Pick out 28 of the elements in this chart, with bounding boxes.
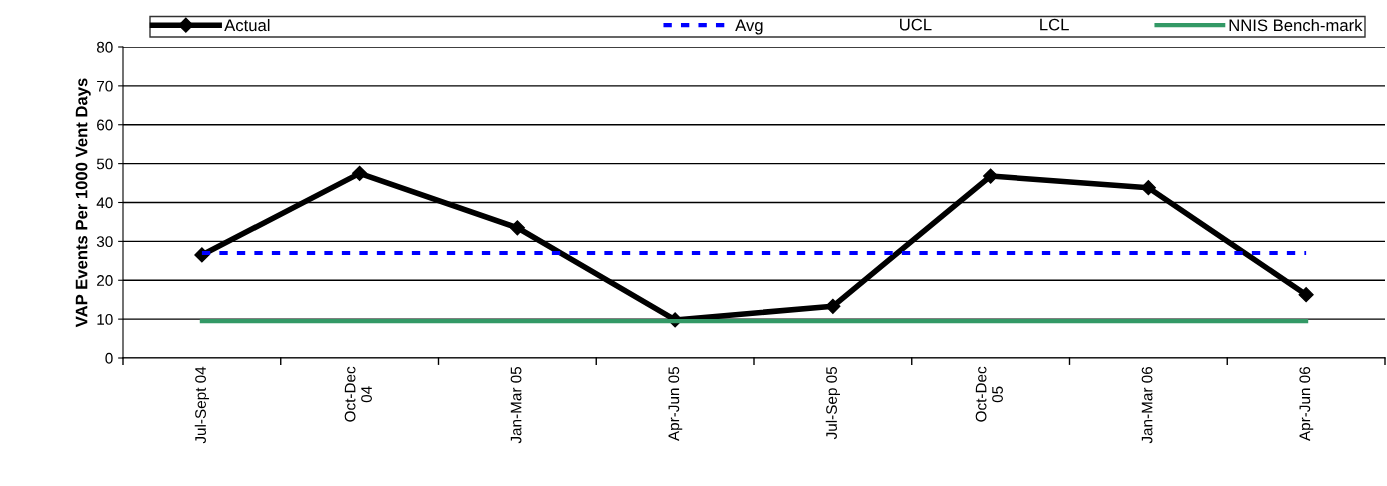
legend-label: Actual <box>224 18 270 32</box>
y-tick-label: 30 <box>96 236 113 248</box>
y-tick-label: 80 <box>96 41 113 53</box>
y-tick-label: 40 <box>96 197 113 209</box>
legend-label: NNIS Bench-mark <box>1229 18 1363 32</box>
text: LCL <box>1040 18 1069 31</box>
y-tick-label: 10 <box>97 313 113 325</box>
y-tick-label: 60 <box>97 119 113 131</box>
y-tick-label: 50 <box>96 158 113 170</box>
text: UCL <box>900 18 932 31</box>
point <box>983 168 999 184</box>
point <box>352 165 368 181</box>
x-tick-label: Jan-Mar 06 <box>1141 367 1153 444</box>
point <box>825 298 841 314</box>
point <box>1298 287 1314 303</box>
x-tick-label: Jul-Sept 04 <box>194 366 209 444</box>
legend-label: Avg <box>735 19 763 35</box>
y-tick-label: 20 <box>97 275 113 286</box>
point <box>509 220 525 236</box>
y-tick-label: 0 <box>105 352 113 364</box>
x-tick-label: Jan-Mar 05 <box>510 366 522 444</box>
x-tick-label: Apr-Jun 06 <box>1299 367 1314 442</box>
x-tick-label: Oct-Dec 05 <box>975 366 1003 422</box>
x-tick-label: Jul-Sep 05 <box>825 366 840 440</box>
x-tick-label: Apr-Jun 05 <box>668 366 683 442</box>
x-tick-label: Oct-Dec 04 <box>344 366 372 422</box>
y-tick-label: 70 <box>97 80 113 92</box>
y-axis-title: VAP Events Per 1000 Vent Days <box>75 78 91 328</box>
